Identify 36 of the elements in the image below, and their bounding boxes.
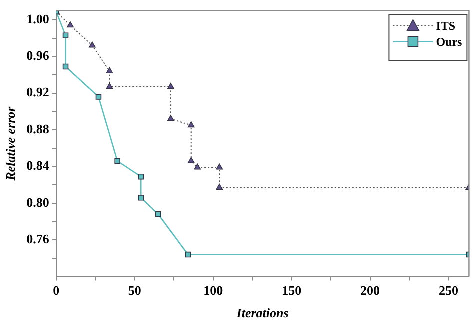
point bbox=[106, 83, 114, 90]
point bbox=[188, 122, 195, 128]
point bbox=[188, 157, 195, 164]
point bbox=[185, 252, 192, 258]
y-tick-label: 0.84 bbox=[26, 158, 50, 174]
point bbox=[168, 115, 174, 122]
y-tick-label: 0.96 bbox=[26, 48, 50, 64]
point bbox=[114, 158, 120, 164]
point bbox=[168, 83, 174, 90]
point bbox=[89, 42, 96, 48]
point bbox=[67, 22, 74, 28]
x-tick-label: 250 bbox=[439, 282, 459, 298]
legend-label: Ours bbox=[436, 34, 463, 49]
y-tick-label: 0.88 bbox=[26, 121, 50, 136]
x-tick-label: 150 bbox=[282, 282, 302, 298]
point bbox=[96, 94, 102, 100]
point bbox=[156, 212, 162, 218]
y-tick-label: 0.76 bbox=[26, 231, 50, 246]
y-axis-title: Relative error bbox=[3, 106, 18, 182]
y-tick-label: 1.00 bbox=[26, 11, 50, 26]
x-axis-title: Iterations bbox=[236, 306, 289, 321]
x-tick-label: 0 bbox=[53, 282, 60, 298]
point bbox=[138, 174, 144, 180]
point bbox=[138, 195, 144, 201]
point bbox=[106, 67, 114, 74]
y-tick-label: 0.92 bbox=[26, 84, 50, 100]
y-tick-label: 0.80 bbox=[26, 194, 50, 210]
point bbox=[216, 184, 224, 190]
x-tick-label: 100 bbox=[204, 282, 224, 298]
x-tick-label: 50 bbox=[128, 282, 142, 298]
point bbox=[216, 164, 224, 170]
point bbox=[194, 164, 202, 170]
legend-label: ITS bbox=[436, 18, 456, 33]
point bbox=[62, 64, 69, 70]
point bbox=[62, 32, 69, 38]
x-tick-label: 200 bbox=[360, 282, 380, 298]
